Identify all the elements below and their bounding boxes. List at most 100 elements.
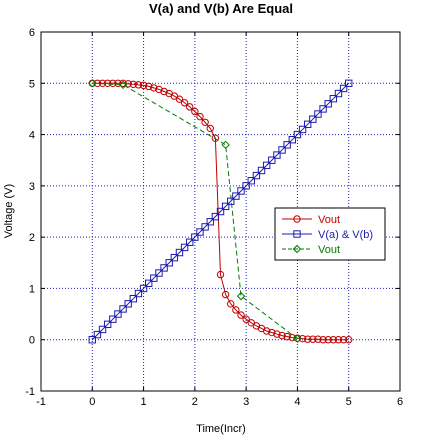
legend-marker: [292, 244, 302, 254]
data-point: [283, 141, 291, 149]
data-point: [160, 87, 168, 96]
data-point: [216, 270, 225, 279]
data-point: [145, 82, 153, 91]
data-point: [109, 315, 117, 323]
data-point: [273, 151, 281, 159]
data-point: [283, 332, 291, 341]
data-point: [129, 294, 138, 303]
data-point: [329, 336, 338, 344]
data-point: [278, 146, 286, 154]
plot-frame: [40, 31, 401, 392]
data-point: [139, 81, 148, 90]
data-point: [298, 334, 307, 343]
y-tick-label: 4: [29, 130, 35, 142]
data-point: [298, 125, 307, 134]
data-point: [268, 156, 276, 164]
data-point: [206, 218, 214, 226]
data-point: [319, 105, 327, 113]
y-axis-label: Voltage (V): [3, 184, 15, 238]
x-tick-label: 0: [89, 396, 95, 408]
data-point: [221, 202, 230, 211]
data-point: [247, 177, 255, 185]
data-point: [339, 84, 348, 93]
data-point: [150, 274, 158, 282]
data-point: [175, 248, 184, 257]
data-point: [201, 223, 209, 231]
data-point: [268, 328, 276, 337]
data-point: [201, 118, 209, 126]
data-point: [180, 99, 189, 107]
data-point: [303, 335, 312, 343]
data-point: [93, 330, 102, 339]
y-tick-label: 6: [29, 27, 35, 39]
y-tick-label: 2: [29, 232, 35, 244]
data-point: [119, 305, 127, 313]
data-point: [150, 84, 158, 92]
series-2: [88, 79, 353, 344]
data-point: [145, 279, 153, 288]
data-point: [339, 336, 348, 344]
data-point: [191, 107, 199, 116]
data-point: [109, 79, 117, 87]
chart-title: V(a) and V(b) Are Equal: [149, 1, 293, 16]
data-point: [242, 315, 250, 323]
legend-item: Vout: [282, 214, 340, 226]
x-tick-label: 1: [141, 396, 147, 408]
x-tick-label: -1: [36, 396, 46, 408]
data-point: [124, 300, 132, 308]
data-point: [288, 136, 297, 144]
data-point: [103, 79, 112, 87]
x-axis-label: Time(Incr): [196, 423, 246, 435]
data-point: [103, 320, 112, 329]
data-point: [155, 269, 163, 277]
data-point: [232, 192, 240, 200]
data-point: [196, 228, 204, 236]
data-point: [227, 300, 235, 308]
data-point: [191, 233, 199, 241]
x-tick-label: 6: [397, 396, 403, 408]
data-point: [118, 80, 128, 90]
legend-label: Vout: [318, 244, 340, 256]
data-point: [237, 187, 245, 195]
data-point: [257, 166, 266, 175]
data-point: [232, 306, 240, 314]
data-point: [134, 81, 143, 89]
data-point: [139, 284, 148, 293]
data-point: [345, 79, 353, 87]
data-point: [334, 336, 343, 344]
data-point: [324, 100, 332, 108]
y-tick-label: -1: [25, 386, 35, 398]
data-point: [303, 120, 312, 129]
data-point: [88, 336, 96, 344]
x-tick-label: 5: [346, 396, 352, 408]
data-point: [160, 264, 168, 272]
data-point: [186, 238, 194, 246]
data-point: [329, 94, 338, 103]
data-point: [278, 331, 286, 340]
x-tick-label: 4: [294, 396, 300, 408]
data-point: [170, 253, 179, 262]
legend-marker: [293, 230, 301, 238]
data-point: [98, 325, 107, 334]
data-point: [134, 289, 143, 298]
series-layer: [88, 79, 353, 344]
data-point: [180, 243, 189, 252]
data-point: [186, 103, 194, 111]
legend-item: Vout: [282, 244, 340, 256]
series-3: [88, 79, 302, 343]
x-tick-label: 3: [243, 396, 249, 408]
data-point: [309, 335, 317, 343]
data-point: [293, 334, 302, 343]
series-line: [92, 82, 298, 340]
data-point: [293, 130, 302, 139]
legend: Vout V(a) & V(b) Vout: [274, 207, 386, 261]
data-point: [252, 171, 261, 180]
data-point: [319, 336, 327, 344]
data-point: [155, 85, 163, 94]
axis-ticks: -1 0 1 2 3 4 5 6 -1 0 1 2 3 4 5 6: [25, 27, 403, 408]
legend-marker: [293, 215, 301, 223]
legend-label: Vout: [318, 214, 340, 226]
data-point: [119, 79, 127, 87]
data-point: [334, 89, 343, 98]
